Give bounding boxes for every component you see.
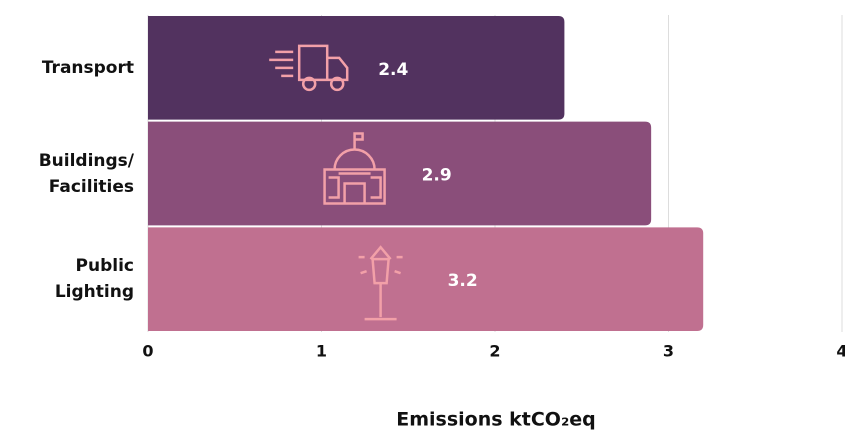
bar — [148, 121, 652, 226]
x-tick-label: 2 — [489, 342, 500, 361]
icon-shape — [329, 76, 345, 92]
icon-shape — [323, 132, 386, 205]
y-tick-label: Buildings/ Facilities — [38, 150, 134, 197]
x-tick-label: 1 — [316, 342, 327, 361]
bar — [148, 16, 565, 120]
icon-shape — [269, 44, 349, 82]
bar — [148, 227, 704, 331]
value-label: 3.2 — [448, 271, 478, 291]
y-tick-label: Public Lighting — [54, 256, 134, 303]
value-label: 2.9 — [422, 166, 452, 186]
y-tick-label: Transport — [41, 57, 134, 78]
icon — [269, 44, 349, 92]
x-tick-label: 4 — [836, 342, 845, 361]
x-axis-label: Emissions ktCO₂eq — [396, 409, 596, 431]
value-label: 2.4 — [378, 60, 408, 80]
icon-shape — [301, 76, 317, 92]
x-tick-label: 0 — [142, 342, 153, 361]
icon — [323, 132, 386, 205]
icon — [358, 245, 403, 321]
x-tick-label: 3 — [663, 342, 674, 361]
icon-shape — [358, 245, 403, 321]
